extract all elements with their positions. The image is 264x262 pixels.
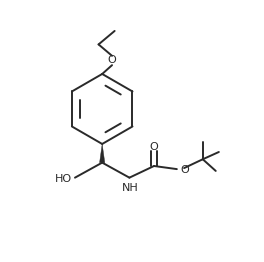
Polygon shape xyxy=(100,144,105,163)
Text: O: O xyxy=(108,56,116,66)
Text: NH: NH xyxy=(122,183,139,193)
Text: O: O xyxy=(150,142,158,152)
Text: HO: HO xyxy=(55,174,72,184)
Text: O: O xyxy=(181,165,190,175)
